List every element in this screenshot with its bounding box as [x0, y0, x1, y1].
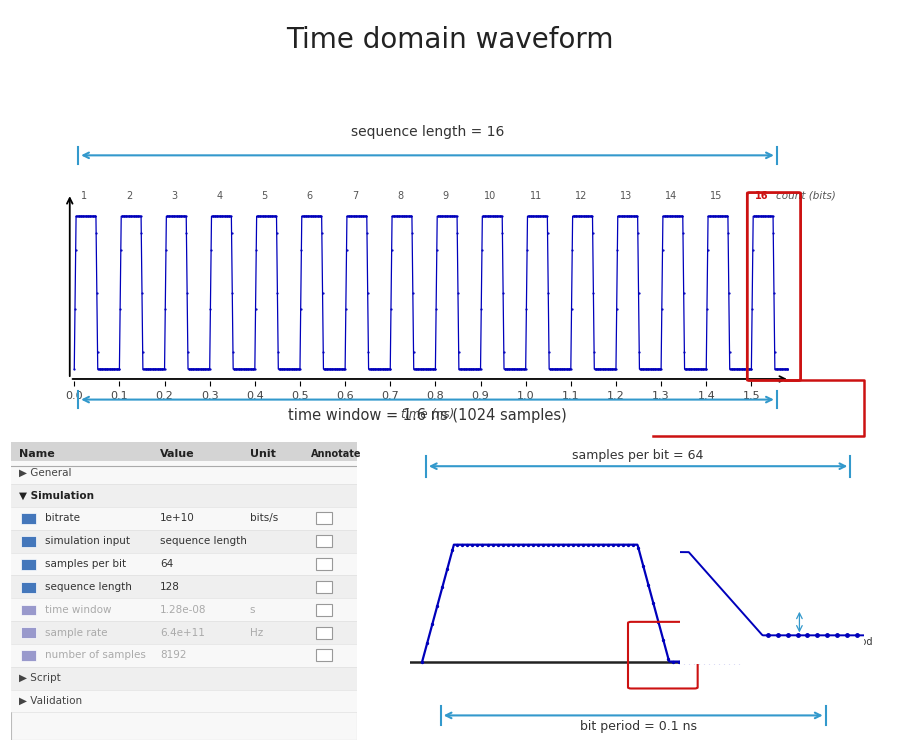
Bar [316, 649, 332, 661]
Bar [316, 558, 332, 570]
Text: time window: time window [45, 605, 112, 615]
Bar [316, 535, 332, 547]
Bar [11, 689, 357, 713]
Text: 7: 7 [352, 191, 358, 201]
FancyBboxPatch shape [11, 442, 357, 740]
Text: 15: 15 [710, 191, 723, 201]
Text: Annotate: Annotate [310, 449, 361, 459]
Text: sampling period = 0.1 ns / 64
sample rate = 1 / sampling period: sampling period = 0.1 ns / 64 sample rat… [705, 625, 872, 647]
Bar [22, 605, 36, 615]
Bar [11, 461, 357, 484]
Bar [316, 581, 332, 593]
Bar [22, 536, 36, 547]
Text: 12: 12 [574, 191, 587, 201]
Text: ▶ Validation: ▶ Validation [20, 696, 83, 706]
Text: Hz: Hz [250, 627, 263, 637]
Text: 3: 3 [171, 191, 177, 201]
Bar [11, 575, 357, 598]
Bar [316, 627, 332, 639]
Text: 64: 64 [160, 559, 173, 569]
Bar [316, 513, 332, 525]
Text: 1: 1 [81, 191, 87, 201]
Text: 8: 8 [397, 191, 403, 201]
Text: Unit: Unit [250, 449, 275, 459]
Text: 14: 14 [665, 191, 677, 201]
Bar [11, 442, 357, 467]
Text: s: s [250, 605, 256, 615]
FancyBboxPatch shape [374, 425, 900, 752]
Bar [11, 553, 357, 575]
Text: 16: 16 [754, 191, 768, 201]
Text: time (ns): time (ns) [400, 408, 454, 421]
Text: samples per bit = 64: samples per bit = 64 [572, 449, 704, 462]
Text: sample rate: sample rate [45, 627, 108, 637]
Text: sequence length = 16: sequence length = 16 [351, 125, 504, 139]
Bar [11, 507, 357, 530]
Bar [22, 559, 36, 570]
FancyBboxPatch shape [676, 530, 868, 667]
Text: 10: 10 [484, 191, 497, 201]
Text: 1.28e-08: 1.28e-08 [160, 605, 206, 615]
Bar [22, 513, 36, 524]
Text: count (bits): count (bits) [776, 191, 836, 201]
Text: 2: 2 [126, 191, 132, 201]
Text: sequence length: sequence length [45, 582, 132, 592]
Text: time window = 1.6 ns (1024 samples): time window = 1.6 ns (1024 samples) [288, 408, 567, 424]
Text: simulation input: simulation input [45, 536, 130, 547]
Text: 13: 13 [620, 191, 632, 201]
Text: bitrate: bitrate [45, 513, 80, 523]
Bar [11, 530, 357, 553]
Bar [22, 650, 36, 661]
Text: 4: 4 [217, 191, 222, 201]
Bar [11, 598, 357, 621]
Text: Value: Value [160, 449, 194, 459]
Text: number of samples: number of samples [45, 650, 147, 661]
Text: Time domain waveform: Time domain waveform [286, 26, 614, 54]
Text: ▶ General: ▶ General [20, 468, 72, 478]
Bar [22, 581, 36, 593]
Bar [11, 484, 357, 507]
Bar [316, 604, 332, 615]
Text: 6: 6 [307, 191, 313, 201]
Text: ▶ Script: ▶ Script [20, 673, 61, 683]
Text: 1e+10: 1e+10 [160, 513, 194, 523]
Text: 6.4e+11: 6.4e+11 [160, 627, 204, 637]
Text: samples per bit: samples per bit [45, 559, 127, 569]
Bar [11, 644, 357, 667]
Text: Name: Name [20, 449, 55, 459]
Bar [11, 667, 357, 689]
Text: bit period = 0.1 ns: bit period = 0.1 ns [580, 720, 697, 733]
Text: bits/s: bits/s [250, 513, 278, 523]
Text: 11: 11 [529, 191, 542, 201]
Bar [11, 621, 357, 644]
Text: sequence length: sequence length [160, 536, 247, 547]
Text: 9: 9 [442, 191, 448, 201]
Bar [22, 627, 36, 638]
Text: ▼ Simulation: ▼ Simulation [20, 491, 94, 501]
Text: 8192: 8192 [160, 650, 186, 661]
Text: 5: 5 [262, 191, 268, 201]
Text: 128: 128 [160, 582, 180, 592]
